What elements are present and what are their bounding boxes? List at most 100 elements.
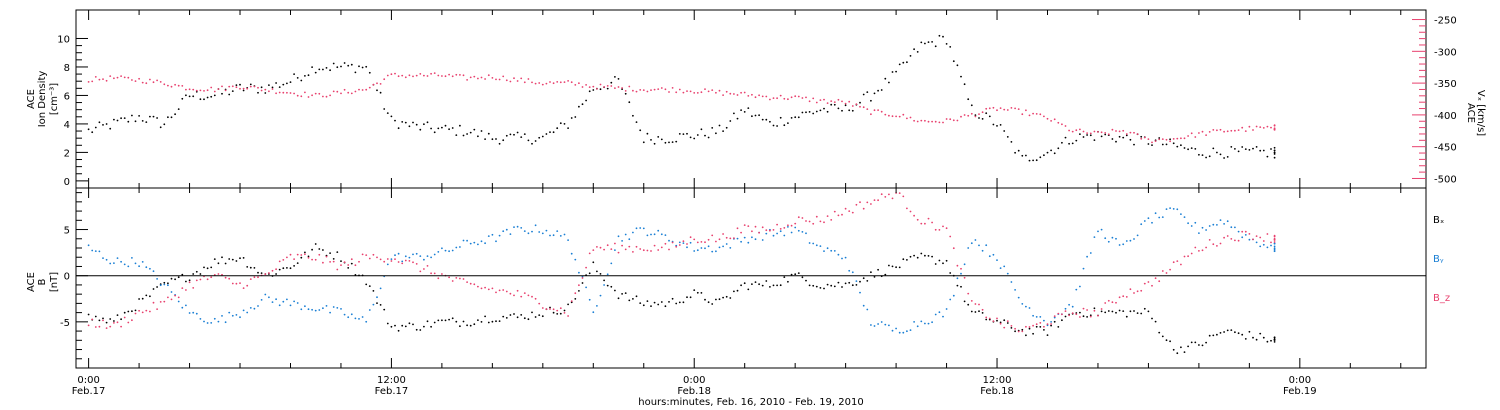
- vx-point: [808, 100, 811, 103]
- vx-point: [805, 96, 807, 99]
- by-point: [1161, 216, 1164, 219]
- by-point: [927, 322, 930, 325]
- bz-point: [195, 279, 198, 282]
- vx-point: [1025, 109, 1027, 112]
- vx-point: [365, 88, 368, 91]
- bx-point: [707, 301, 710, 304]
- vx-point: [332, 90, 335, 93]
- bz-point: [949, 235, 952, 238]
- by-point: [480, 240, 483, 243]
- density-point: [228, 93, 231, 96]
- by-point: [1248, 238, 1251, 241]
- vx-axis-label-2: Vₓ [km/s]: [1475, 90, 1486, 136]
- vx-point: [1259, 126, 1262, 128]
- bz-point: [523, 292, 526, 294]
- bz-point: [1255, 235, 1258, 238]
- vx-point: [1270, 126, 1272, 129]
- density-point: [992, 123, 995, 126]
- bz-point: [740, 231, 742, 234]
- by-point: [617, 235, 620, 238]
- bz-point: [880, 193, 883, 196]
- vx-point: [841, 100, 843, 103]
- by-point: [754, 238, 757, 241]
- bz-point: [833, 210, 836, 213]
- density-point: [758, 114, 760, 117]
- by-point: [826, 247, 829, 250]
- by-point: [109, 262, 112, 265]
- density-point: [1255, 146, 1258, 148]
- bz-point: [264, 273, 267, 276]
- by-point: [1006, 272, 1009, 275]
- bz-point: [1226, 235, 1229, 237]
- by-point: [888, 324, 890, 327]
- by-point: [224, 321, 227, 324]
- bz-point: [505, 290, 508, 293]
- bx-point: [527, 318, 530, 321]
- by-point: [484, 242, 486, 245]
- vx-point: [116, 76, 119, 79]
- bx-point: [1129, 310, 1132, 313]
- by-point: [585, 286, 587, 289]
- by-point: [797, 229, 800, 232]
- density-point: [1176, 145, 1179, 148]
- density-point: [448, 128, 450, 131]
- vx-point: [1147, 138, 1150, 141]
- bz-point: [354, 264, 357, 267]
- bz-point: [931, 221, 933, 224]
- by-point: [235, 314, 238, 316]
- bz-point: [365, 254, 368, 256]
- vx-point: [729, 92, 732, 95]
- bz-point: [390, 260, 393, 262]
- bz-point: [448, 276, 450, 279]
- by-point: [145, 266, 148, 269]
- density-point: [199, 98, 202, 101]
- by-point: [866, 308, 869, 311]
- density-point: [318, 68, 321, 71]
- bz-point: [769, 229, 771, 232]
- bz-point: [596, 246, 598, 248]
- by-point: [1125, 240, 1128, 242]
- density-point: [653, 142, 656, 145]
- vx-point: [1219, 128, 1222, 131]
- bx-point: [221, 256, 223, 259]
- bz-point: [343, 261, 346, 264]
- bz-point: [927, 217, 930, 220]
- by-point: [725, 243, 728, 245]
- vx-point: [653, 88, 656, 91]
- vx-point: [769, 98, 771, 101]
- vx-point: [188, 88, 191, 91]
- vx-point: [246, 87, 249, 90]
- vx-point: [1068, 129, 1070, 132]
- by-point: [134, 262, 137, 265]
- density-point: [963, 83, 966, 86]
- by-point: [293, 300, 295, 303]
- bx-point: [1021, 328, 1024, 331]
- by-point: [1010, 281, 1013, 283]
- bz-point: [350, 258, 353, 261]
- density-point: [650, 139, 652, 141]
- bz-point: [657, 249, 660, 251]
- density-point: [624, 92, 627, 95]
- density-point: [646, 132, 649, 135]
- bz-point: [278, 260, 281, 263]
- density-plot-area: [87, 34, 1276, 162]
- by-point: [350, 313, 353, 316]
- bz-point: [1241, 230, 1244, 233]
- density-point: [556, 127, 559, 130]
- bx-point: [1234, 331, 1236, 334]
- bx-point: [808, 284, 811, 287]
- density-point: [783, 124, 786, 127]
- vx-point: [412, 75, 414, 78]
- by-point: [1273, 242, 1276, 245]
- bx-point: [610, 285, 613, 288]
- vx-point: [1165, 138, 1168, 141]
- vx-point: [1266, 125, 1269, 128]
- by-point: [992, 253, 995, 256]
- bz-point: [934, 228, 937, 231]
- bx-point: [722, 296, 724, 299]
- by-point: [873, 325, 876, 327]
- by-point: [610, 262, 613, 265]
- by-point: [1093, 236, 1096, 239]
- density-point: [1043, 154, 1045, 157]
- vx-point: [689, 90, 692, 93]
